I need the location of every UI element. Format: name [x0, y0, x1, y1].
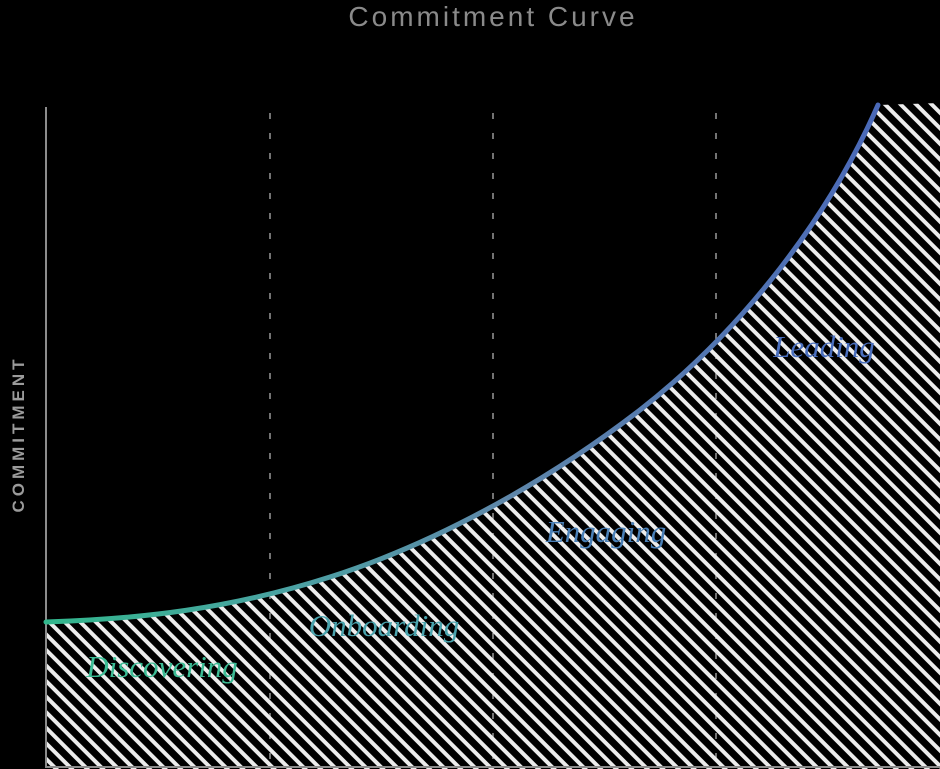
- hatch-area: [46, 103, 940, 769]
- chart-title: Commitment Curve: [348, 1, 638, 32]
- stage-label-discovering: Discovering: [85, 649, 238, 684]
- commitment-curve: [43, 102, 881, 625]
- stage-label-onboarding: Onboarding: [309, 608, 459, 643]
- stage-label-leading: Leading: [772, 329, 875, 364]
- stage-label-engaging: Engaging: [545, 514, 667, 549]
